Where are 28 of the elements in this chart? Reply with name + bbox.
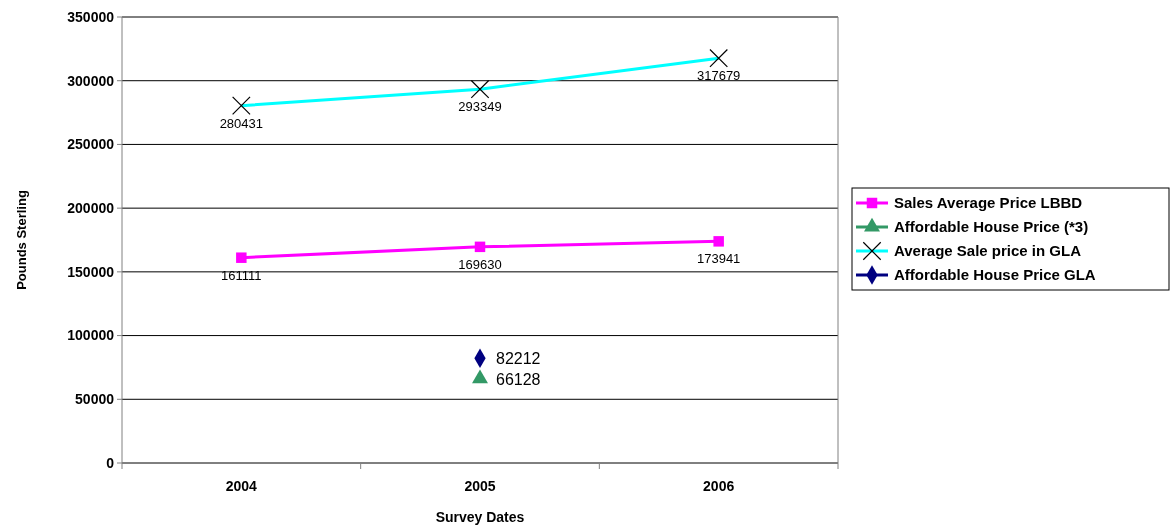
legend-label: Affordable House Price (*3) [894,218,1089,236]
y-tick-label: 350000 [67,8,115,25]
point [474,241,486,253]
legend-label: Affordable House Price GLA [894,266,1096,284]
y-tick-label: 150000 [67,263,115,280]
y-axis-title: Pounds Sterling [14,190,29,290]
x-axis-title: Survey Dates [435,509,525,525]
x-tick-label: 2006 [703,478,735,494]
data-label: 161111 [221,267,262,283]
y-tick-label: 300000 [67,72,115,89]
data-label: 173941 [696,251,741,267]
y-tick-label: 250000 [67,136,115,153]
data-label: 82212 [496,350,541,368]
x-tick-label: 2005 [464,478,496,494]
data-label: 169630 [458,256,502,272]
data-label: 66128 [496,370,541,388]
point [713,236,724,247]
legend-label: Sales Average Price LBBD [894,194,1083,212]
y-tick-label: 50000 [75,391,115,408]
data-label: 280431 [219,115,264,131]
y-tick-label: 0 [106,454,115,471]
y-tick-label: 200000 [67,200,115,217]
legend-label: Average Sale price in GLA [894,242,1082,260]
point [236,252,247,263]
data-label: 293349 [458,99,502,115]
y-tick-label: 100000 [67,327,115,344]
x-tick-label: 2004 [225,478,258,494]
data-label: 317679 [696,68,741,84]
